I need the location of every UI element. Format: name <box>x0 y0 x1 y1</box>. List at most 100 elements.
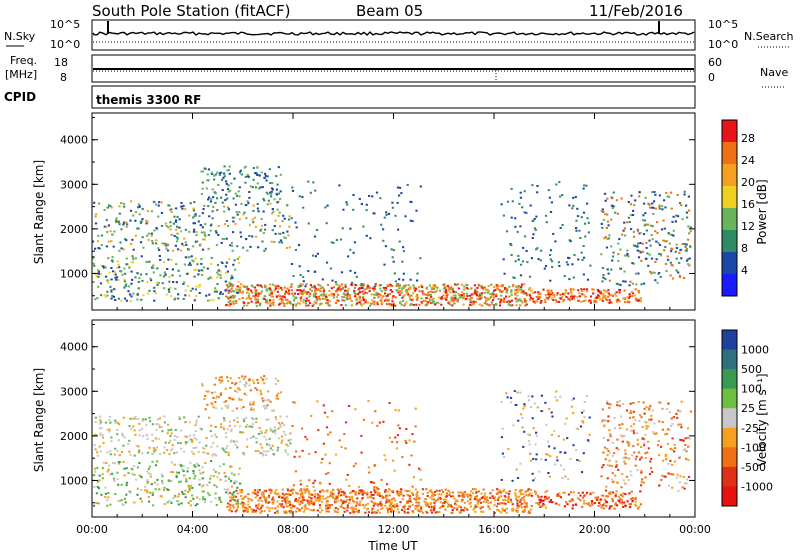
echo-pixel <box>101 473 104 476</box>
echo-pixel <box>484 296 487 299</box>
echo-pixel <box>244 175 247 178</box>
echo-pixel <box>401 296 404 299</box>
echo-pixel <box>330 490 333 493</box>
echo-pixel <box>236 509 239 512</box>
echo-pixel <box>252 209 255 212</box>
echo-pixel <box>212 196 215 199</box>
echo-pixel <box>189 438 192 441</box>
echo-pixel <box>439 501 442 504</box>
echo-pixel <box>242 418 245 421</box>
echo-pixel <box>184 228 187 231</box>
echo-pixel <box>683 487 686 490</box>
echo-pixel <box>92 281 95 283</box>
echo-pixel <box>452 291 455 294</box>
echo-pixel <box>172 249 175 252</box>
echo-pixel <box>224 387 227 390</box>
echo-pixel <box>302 206 305 209</box>
echo-pixel <box>194 288 198 291</box>
echo-pixel <box>611 294 614 297</box>
echo-pixel <box>160 426 163 428</box>
echo-pixel <box>462 296 465 299</box>
echo-pixel <box>271 430 274 433</box>
echo-pixel <box>207 492 210 495</box>
echo-pixel <box>678 481 681 484</box>
echo-pixel <box>233 425 237 428</box>
echo-pixel <box>571 263 574 266</box>
echo-pixel <box>531 417 534 420</box>
echo-pixel <box>237 280 240 283</box>
echo-pixel <box>445 493 448 496</box>
echo-pixel <box>356 302 359 305</box>
echo-pixel <box>475 498 479 501</box>
echo-pixel <box>396 493 399 496</box>
echo-pixel <box>565 261 568 264</box>
echo-pixel <box>169 428 172 431</box>
echo-pixel <box>489 496 492 499</box>
echo-pixel <box>540 300 543 302</box>
echo-pixel <box>584 235 587 238</box>
echo-pixel <box>580 471 584 474</box>
freq-panel <box>91 54 696 83</box>
echo-pixel <box>113 288 116 291</box>
echo-pixel <box>276 379 280 382</box>
echo-pixel <box>689 410 692 413</box>
echo-pixel <box>597 498 600 501</box>
echo-pixel <box>215 377 218 380</box>
echo-pixel <box>397 409 400 412</box>
echo-pixel <box>623 270 626 273</box>
echo-pixel <box>175 207 178 210</box>
echo-pixel <box>576 459 579 461</box>
echo-pixel <box>360 434 363 437</box>
echo-pixel <box>239 491 242 494</box>
echo-pixel <box>356 497 359 500</box>
echo-pixel <box>679 423 682 426</box>
echo-pixel <box>116 260 119 263</box>
echo-pixel <box>191 441 194 443</box>
echo-pixel <box>672 215 675 218</box>
echo-pixel <box>565 296 568 298</box>
echo-pixel <box>538 470 541 473</box>
echo-pixel <box>612 251 615 254</box>
echo-pixel <box>539 296 542 299</box>
echo-pixel <box>228 165 231 168</box>
echo-pixel <box>550 289 553 292</box>
echo-pixel <box>602 418 605 421</box>
echo-pixel <box>655 240 658 243</box>
echo-pixel <box>483 286 486 289</box>
echo-pixel <box>229 386 232 389</box>
echo-pixel <box>299 289 302 292</box>
echo-pixel <box>117 499 120 502</box>
echo-pixel <box>180 202 183 204</box>
echo-pixel <box>95 213 98 216</box>
echo-pixel <box>615 294 618 297</box>
echo-pixel <box>548 445 551 448</box>
echo-pixel <box>305 293 308 296</box>
echo-pixel <box>514 291 517 294</box>
echo-pixel <box>622 505 625 508</box>
echo-pixel <box>336 511 340 514</box>
echo-pixel <box>339 285 342 288</box>
echo-pixel <box>316 252 319 255</box>
echo-pixel <box>521 417 524 419</box>
echo-pixel <box>253 216 256 219</box>
echo-pixel <box>221 262 224 264</box>
echo-pixel <box>592 288 595 291</box>
echo-pixel <box>527 440 530 442</box>
echo-pixel <box>276 493 279 496</box>
echo-pixel <box>613 507 616 510</box>
echo-pixel <box>602 436 605 439</box>
echo-pixel <box>253 286 256 289</box>
echo-pixel <box>227 206 230 209</box>
echo-pixel <box>201 490 204 493</box>
echo-pixel <box>582 187 585 190</box>
echo-pixel <box>668 411 671 414</box>
echo-pixel <box>99 415 102 418</box>
echo-pixel <box>132 417 135 420</box>
echo-pixel <box>678 261 681 264</box>
echo-pixel <box>254 489 257 492</box>
echo-pixel <box>262 210 265 213</box>
echo-pixel <box>145 222 148 225</box>
echo-pixel <box>252 167 255 169</box>
echo-pixel <box>114 447 117 450</box>
echo-pixel <box>583 401 586 403</box>
